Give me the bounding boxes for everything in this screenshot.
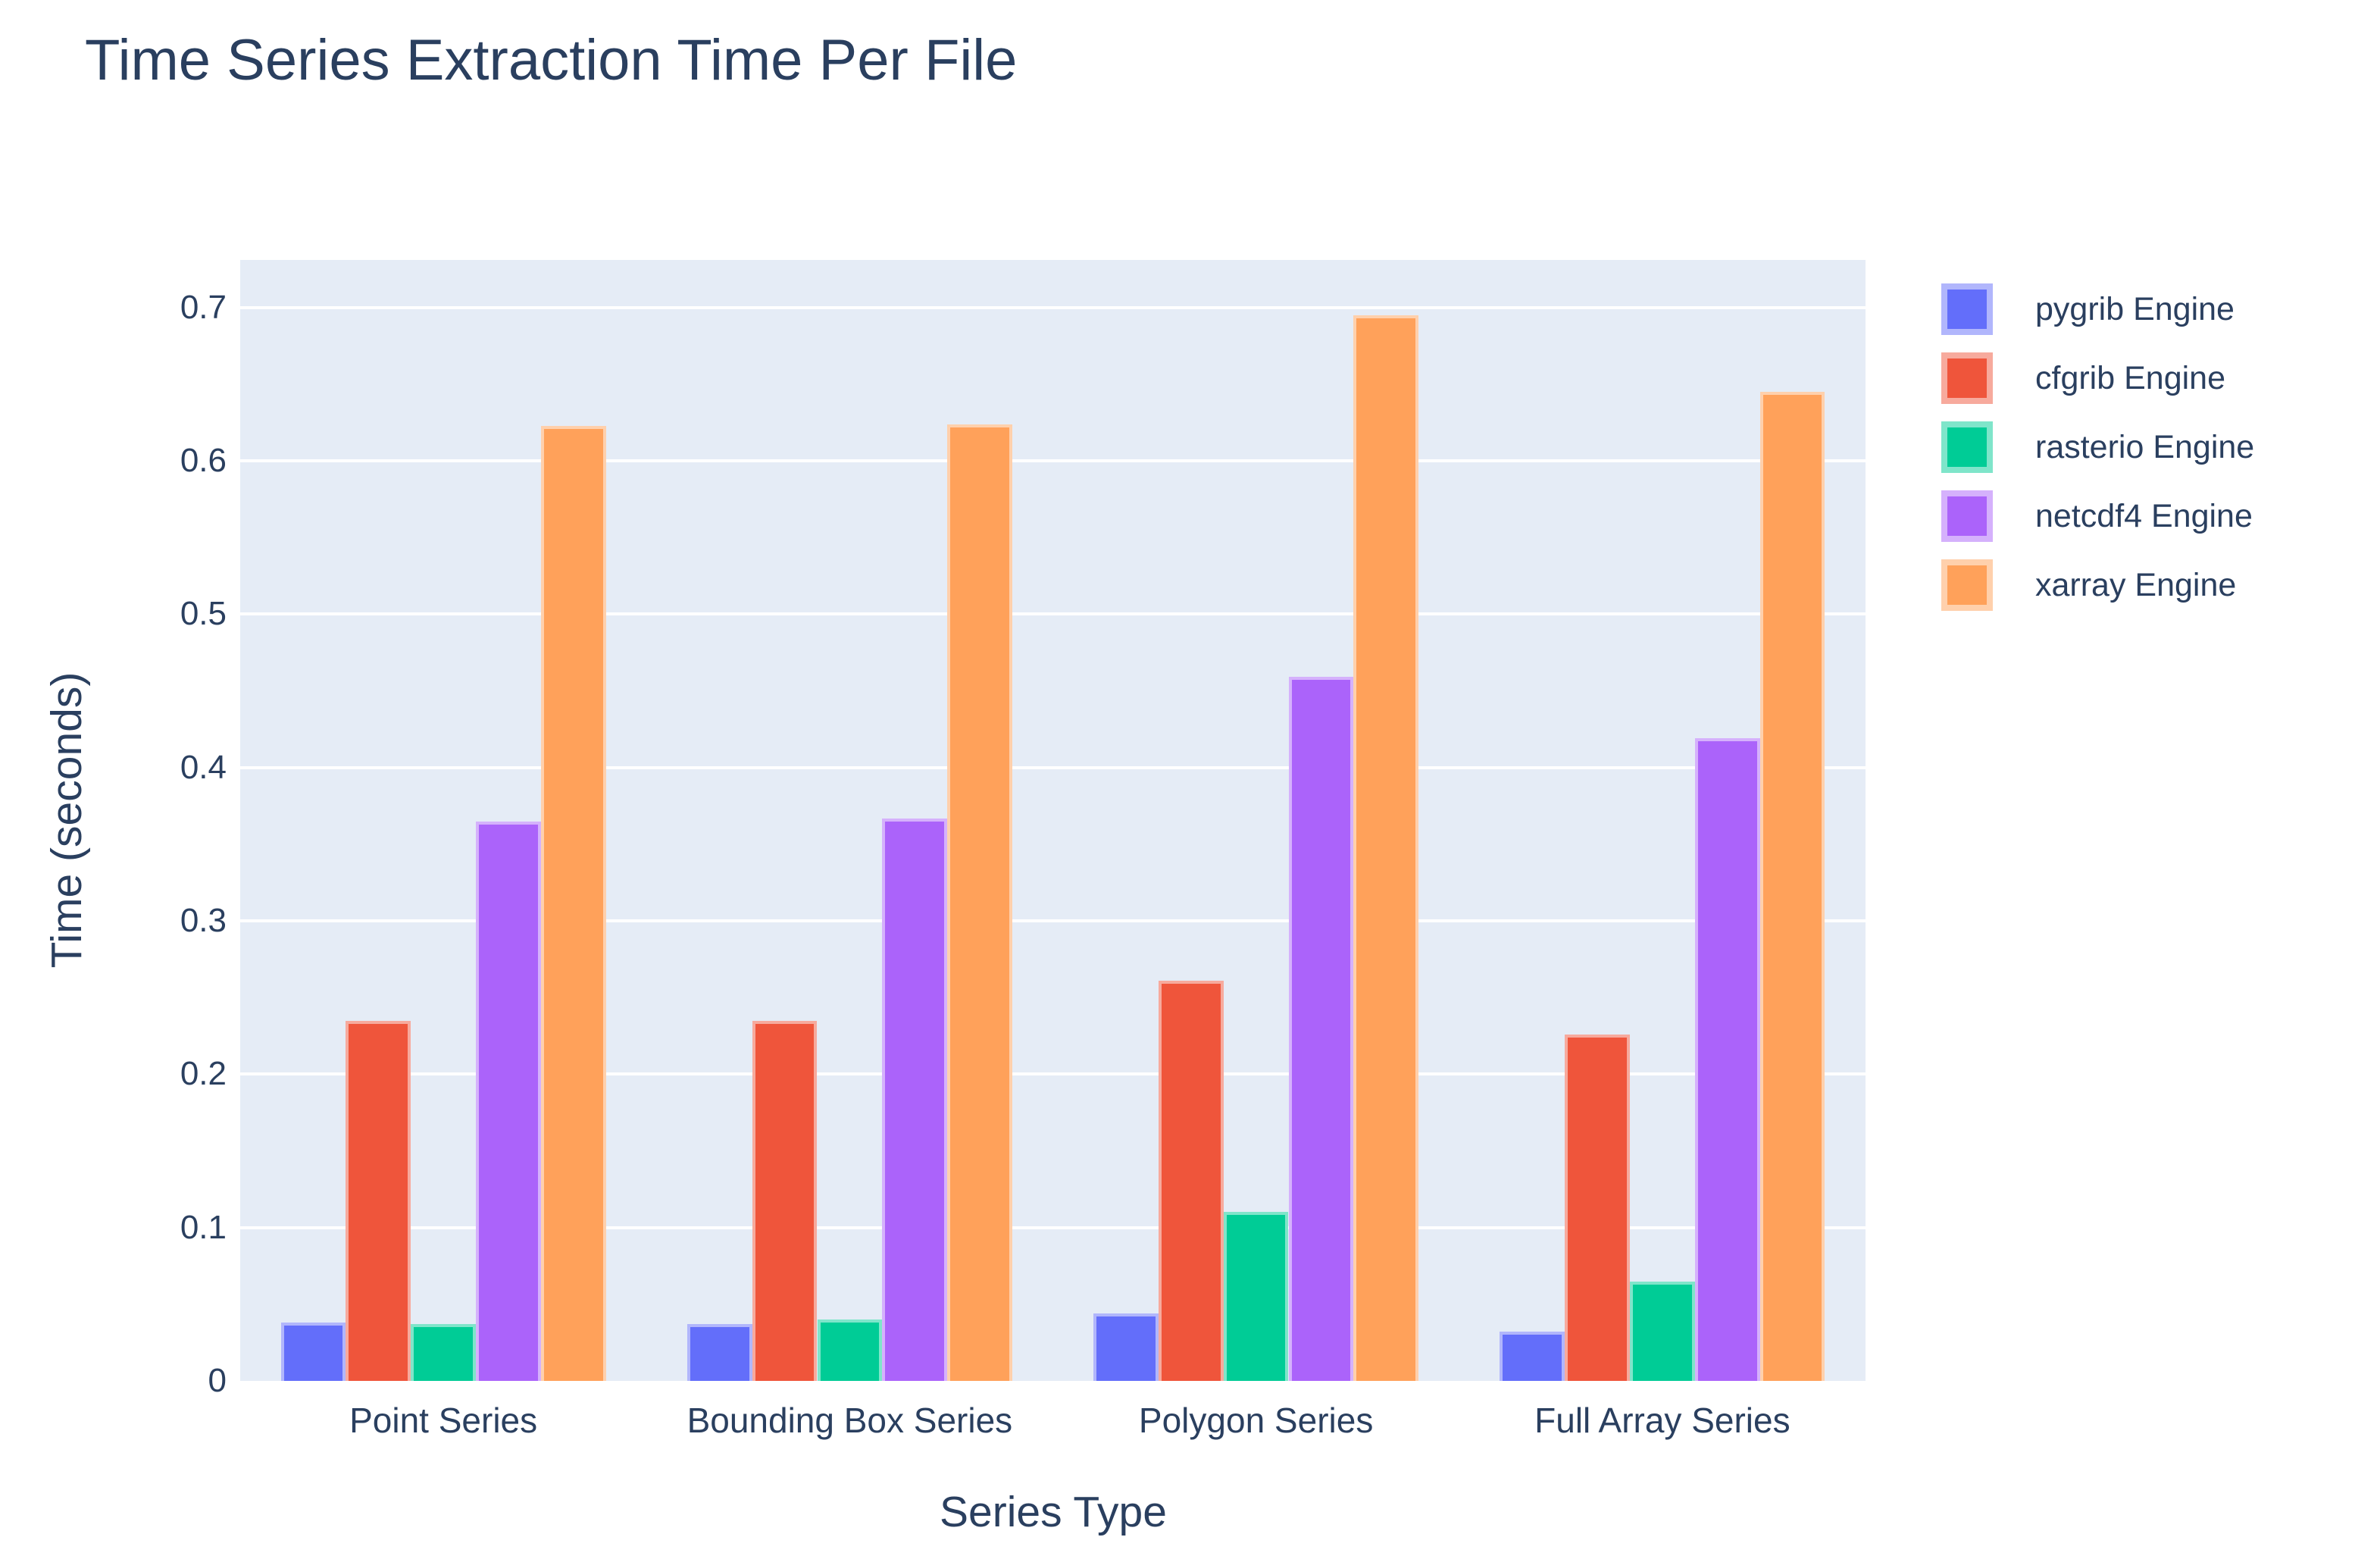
bar-cfgrib-group3[interactable] [1158,980,1224,1381]
bar-rasterio-group4[interactable] [1630,1281,1695,1381]
bar-xarray-group1[interactable] [540,425,606,1381]
y-tick-label: 0.4 [180,748,227,786]
gridline [240,1072,1866,1076]
legend-label: pygrib Engine [2035,291,2235,327]
bar-xarray-group3[interactable] [1353,315,1419,1381]
legend-swatch-icon [1941,559,1993,611]
bar-xarray-group2[interactable] [947,424,1012,1381]
bar-pygrib-group4[interactable] [1500,1332,1565,1381]
chart-title: Time Series Extraction Time Per File [85,28,1018,92]
bar-netcdf4-group3[interactable] [1288,677,1354,1381]
gridline [240,612,1866,616]
legend-item-netcdf4[interactable]: netcdf4 Engine [1941,490,2254,542]
bar-netcdf4-group2[interactable] [882,818,948,1381]
gridline [240,1226,1866,1229]
legend-label: netcdf4 Engine [2035,498,2253,534]
legend-label: xarray Engine [2035,567,2237,603]
legend-swatch-icon [1941,283,1993,335]
gridline [240,459,1866,463]
x-tick-label: Bounding Box Series [686,1401,1013,1440]
legend-item-pygrib[interactable]: pygrib Engine [1941,283,2254,335]
y-tick-label: 0.3 [180,902,227,940]
y-axis-title: Time (seconds) [42,671,91,969]
bar-pygrib-group2[interactable] [686,1324,752,1381]
gridline [240,919,1866,923]
legend-swatch-icon [1941,490,1993,542]
bar-cfgrib-group2[interactable] [752,1020,818,1381]
y-tick-label: 0 [208,1362,227,1399]
legend-item-cfgrib[interactable]: cfgrib Engine [1941,352,2254,404]
legend-label: rasterio Engine [2035,429,2255,465]
x-axis-title: Series Type [940,1488,1167,1536]
plot-area [240,260,1866,1381]
legend-item-rasterio[interactable]: rasterio Engine [1941,421,2254,473]
bar-cfgrib-group4[interactable] [1565,1034,1630,1381]
bar-netcdf4-group1[interactable] [476,821,541,1381]
bar-pygrib-group1[interactable] [280,1323,346,1381]
x-tick-label: Point Series [349,1401,538,1440]
y-tick-label: 0.6 [180,442,227,480]
legend-label: cfgrib Engine [2035,360,2225,396]
bar-rasterio-group2[interactable] [817,1320,883,1381]
x-tick-label: Full Array Series [1534,1401,1790,1440]
legend-item-xarray[interactable]: xarray Engine [1941,559,2254,611]
y-tick-label: 0.2 [180,1055,227,1093]
bar-rasterio-group1[interactable] [411,1324,476,1381]
bar-rasterio-group3[interactable] [1223,1212,1289,1381]
gridline [240,765,1866,769]
legend-swatch-icon [1941,421,1993,473]
gridline [240,305,1866,309]
x-tick-label: Polygon Series [1138,1401,1374,1440]
bar-pygrib-group3[interactable] [1093,1313,1159,1381]
bar-cfgrib-group1[interactable] [346,1020,411,1381]
y-tick-label: 0.7 [180,288,227,326]
legend-swatch-icon [1941,352,1993,404]
bar-xarray-group4[interactable] [1759,392,1825,1381]
y-tick-label: 0.1 [180,1208,227,1246]
y-tick-label: 0.5 [180,595,227,633]
bar-netcdf4-group4[interactable] [1694,738,1760,1381]
legend: pygrib Engine cfgrib Engine rasterio Engin… [1941,283,2254,611]
